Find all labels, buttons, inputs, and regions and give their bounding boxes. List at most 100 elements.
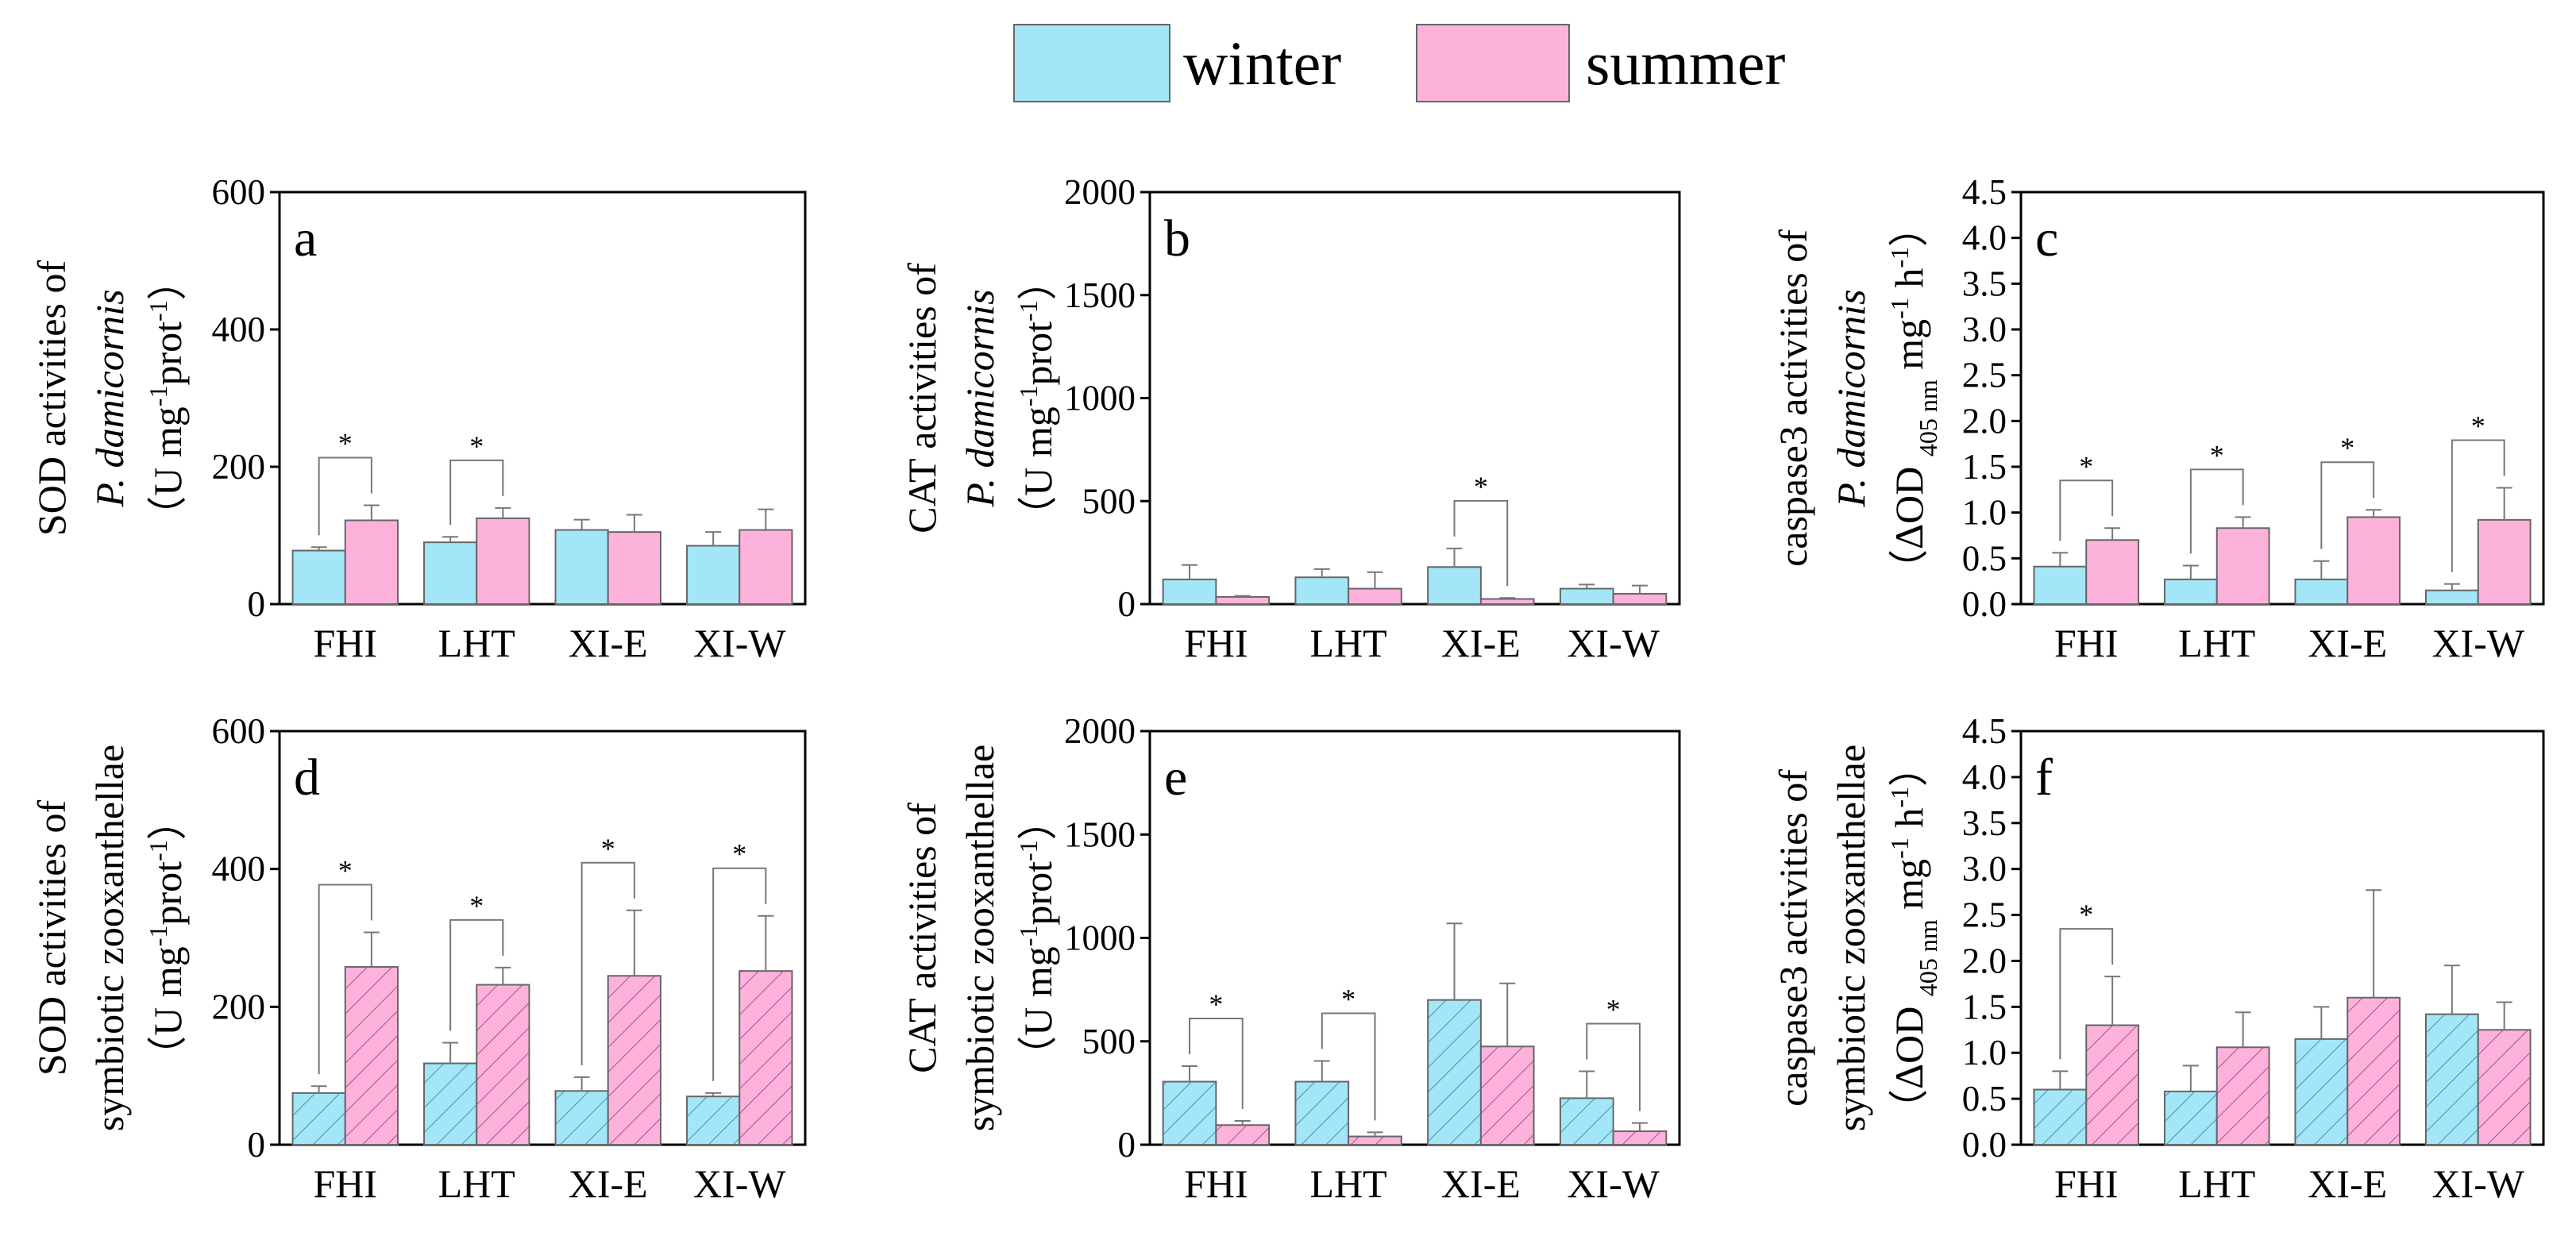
panel-letter: f xyxy=(2035,749,2053,807)
x-tick-label: XI-W xyxy=(693,621,786,665)
significance-mark: * xyxy=(601,833,615,864)
y-tick-label: 1.5 xyxy=(1962,987,2007,1026)
bar-summer xyxy=(344,965,399,1146)
bar-winter xyxy=(1294,1080,1350,1146)
y-axis-label-segment: （U mg xyxy=(1016,406,1060,536)
y-axis-label-line: （ΔOD 405 nm mg-1 h-1） xyxy=(1885,207,1942,589)
bar-summer xyxy=(1348,587,1402,605)
y-axis-label-line: （U mg-1prot-1） xyxy=(1014,260,1060,535)
significance-bracket xyxy=(449,459,504,526)
y-axis-label-segment: P. damicornis xyxy=(87,289,132,507)
bar-winter xyxy=(2294,1038,2349,1146)
y-axis-label-segment: prot xyxy=(1016,322,1060,386)
y-tick-label: 200 xyxy=(212,447,266,487)
significance-bracket xyxy=(2189,468,2244,554)
panel-c: 0.0 0.5 1.0 1.5 2.0 2.5 3.0 3.5 4.0 4.5 caspase3 a… xyxy=(1771,172,2545,665)
y-tick-label: 2.5 xyxy=(1962,356,2007,395)
bar-summer xyxy=(2085,1024,2140,1146)
significance-mark: * xyxy=(2079,450,2093,482)
y-axis-label-segment: -1 xyxy=(1014,386,1043,407)
legend: winter summer xyxy=(1013,24,1785,102)
bar-winter xyxy=(2424,589,2479,606)
plot-frame xyxy=(2019,191,2545,606)
y-axis-label-segment: ） xyxy=(1887,747,1931,787)
panel-letter: c xyxy=(2035,210,2058,268)
y-tick-label: 3.0 xyxy=(1962,310,2007,349)
bar-winter xyxy=(2033,1088,2088,1146)
bar-winter xyxy=(2163,1090,2218,1146)
significance-mark: * xyxy=(1606,994,1621,1026)
y-tick-label: 0 xyxy=(1118,584,1136,624)
y-tick-label: 600 xyxy=(212,711,266,751)
x-tick-label: XI-E xyxy=(1441,621,1521,665)
y-tick-label: 0.0 xyxy=(1962,1125,2007,1165)
plot-frame xyxy=(1148,730,1681,1146)
y-tick-label: 0 xyxy=(1118,1125,1136,1165)
x-tick-label: FHI xyxy=(313,621,377,665)
y-axis-label-segment: prot xyxy=(145,322,190,386)
panel-letter: e xyxy=(1164,749,1187,807)
bar-summer xyxy=(2347,996,2401,1146)
y-axis-label-segment: h xyxy=(1887,268,1931,298)
bar-summer xyxy=(738,970,793,1146)
legend-label-summer: summer xyxy=(1586,29,1785,98)
y-tick-label: 2000 xyxy=(1064,711,1136,751)
y-tick-label: 4.5 xyxy=(1962,172,2007,212)
x-tick-label: XI-W xyxy=(1567,621,1660,665)
y-axis-label-segment: symbiotic zooxanthellae xyxy=(87,745,132,1131)
bar-winter xyxy=(1559,1097,1614,1146)
y-axis-label-segment: ） xyxy=(145,260,190,300)
x-tick-label: XI-W xyxy=(2431,621,2524,665)
significance-bracket xyxy=(2059,479,2114,541)
y-axis-label-line: symbiotic zooxanthellae xyxy=(1829,745,1873,1131)
y-axis-label-line: CAT activities of xyxy=(900,803,944,1073)
bar-summer xyxy=(1479,1045,1535,1146)
bar-winter xyxy=(2294,578,2349,605)
significance-mark: * xyxy=(469,430,484,462)
y-axis-label-segment: P. damicornis xyxy=(958,289,1002,507)
panel-letter: d xyxy=(294,749,320,807)
bar-winter xyxy=(291,1092,346,1146)
significance-bracket xyxy=(318,456,372,536)
y-axis-label-line: （U mg-1prot-1） xyxy=(144,260,190,535)
y-tick-label: 4.0 xyxy=(1962,218,2007,258)
y-axis-label-segment: symbiotic zooxanthellae xyxy=(958,745,1002,1131)
y-axis-label-segment: h xyxy=(1887,808,1931,838)
y-axis-label-line: SOD activities of xyxy=(29,800,74,1076)
bar-winter xyxy=(2163,578,2218,605)
bar-summer xyxy=(2347,516,2401,606)
y-axis-label-segment: SOD activities of xyxy=(29,260,74,537)
bar-winter xyxy=(1559,587,1614,605)
significance-bracket xyxy=(2059,928,2114,1060)
panel-e: 0 500 1000 1500 2000 CAT activities of symbiot… xyxy=(900,711,1681,1206)
plot-frame xyxy=(1148,191,1681,606)
significance-bracket xyxy=(449,918,504,1031)
bar-summer xyxy=(2085,539,2140,605)
x-tick-label: FHI xyxy=(1184,1161,1248,1206)
y-axis-label-segment: -1 xyxy=(1014,840,1043,861)
bar-winter xyxy=(686,545,741,605)
significance-bracket xyxy=(1321,1012,1376,1121)
y-axis-label-segment: 405 nm xyxy=(1914,379,1942,456)
bar-winter xyxy=(1162,578,1217,605)
y-axis-label-segment: -1 xyxy=(1885,247,1914,268)
bar-summer xyxy=(1479,598,1535,606)
y-tick-label: 0 xyxy=(248,584,266,624)
plot-frame xyxy=(2019,730,2545,1146)
significance-bracket xyxy=(1189,1018,1244,1110)
bar-summer xyxy=(1612,593,1668,606)
y-tick-label: 500 xyxy=(1082,481,1136,521)
y-axis-label-segment: -1 xyxy=(1014,926,1043,947)
y-axis-label-segment: -1 xyxy=(144,926,172,947)
significance-mark: * xyxy=(2471,410,2485,442)
bar-summer xyxy=(607,531,661,605)
significance-mark: * xyxy=(338,855,353,887)
y-axis-label-segment: caspase3 activities of xyxy=(1771,769,1815,1107)
significance-mark: * xyxy=(2340,432,2354,464)
significance-bracket xyxy=(2320,461,2375,549)
x-tick-label: LHT xyxy=(2178,621,2255,665)
y-axis-label-segment: ） xyxy=(1887,207,1931,247)
y-tick-label: 500 xyxy=(1082,1022,1136,1061)
bar-winter xyxy=(1294,576,1350,606)
